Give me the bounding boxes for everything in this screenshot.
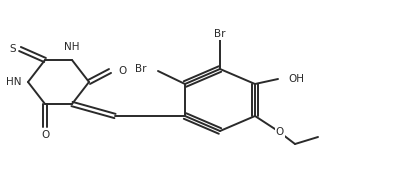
Text: Br: Br: [214, 29, 226, 39]
Text: NH: NH: [64, 42, 80, 52]
Text: O: O: [118, 66, 126, 76]
Text: HN: HN: [5, 77, 21, 87]
Text: S: S: [9, 44, 16, 54]
Text: Br: Br: [135, 64, 146, 74]
Text: O: O: [41, 130, 49, 140]
Text: OH: OH: [288, 74, 304, 84]
Text: O: O: [276, 127, 284, 137]
